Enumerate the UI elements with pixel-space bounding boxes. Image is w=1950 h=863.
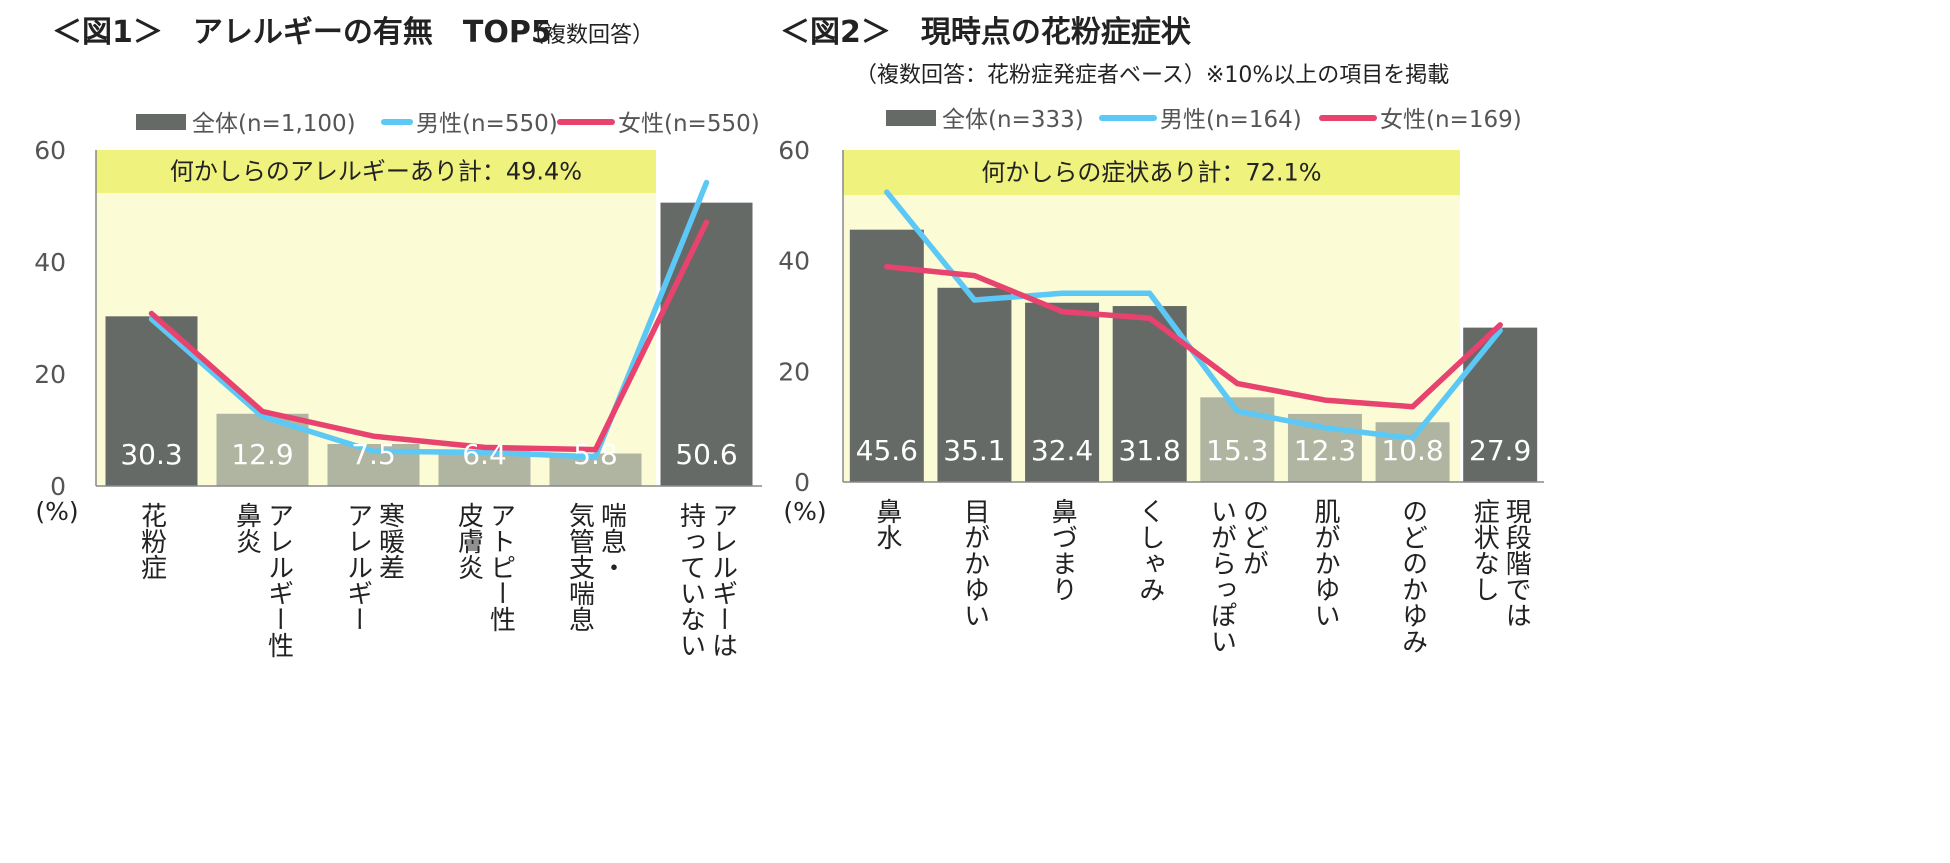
y-tick-label: 60 <box>778 136 810 165</box>
category-label-line: アレルギー <box>343 502 373 632</box>
legend-entry: 男性(n=164) <box>1160 107 1302 133</box>
bar-value-label: 6.4 <box>462 438 507 471</box>
legend-entry: 女性(n=169) <box>1380 107 1522 133</box>
chart-2: ＜図2＞ 現時点の花粉症症状 （複数回答：花粉症発症者ベース）※10%以上の項目を… <box>778 15 1544 654</box>
category-label-line: 皮膚炎 <box>454 502 484 580</box>
bar <box>1375 422 1450 482</box>
category-label-line: アトピー性 <box>486 502 516 632</box>
category-label-line: くしゃみ <box>1135 498 1165 602</box>
bar-value-label: 15.3 <box>1206 434 1268 467</box>
summary-banner-text: 何かしらの症状あり計：72.1% <box>981 159 1321 187</box>
category-label-line: いがらっぽい <box>1206 498 1236 654</box>
category-label-line: 花粉症 <box>137 502 167 580</box>
legend-entry: 全体(n=1,100) <box>192 111 356 137</box>
category-label: 花粉症 <box>137 502 167 580</box>
category-label-line: 気管支喘息 <box>565 502 595 632</box>
chart-subtitle: （複数回答：花粉症発症者ベース）※10%以上の項目を掲載 <box>855 63 1449 88</box>
category-label-line: 寒暖差 <box>375 502 405 580</box>
summary-banner-text: 何かしらのアレルギーあり計：49.4% <box>170 158 582 186</box>
category-label-line: 持っていない <box>676 502 706 658</box>
summary-banner <box>96 150 656 193</box>
y-tick-label: 20 <box>34 360 66 389</box>
category-label: 肌がかゆい <box>1310 498 1340 628</box>
summary-banner <box>843 150 1460 195</box>
y-tick-label: 0 <box>794 468 810 497</box>
bar-value-label: 27.9 <box>1469 434 1531 467</box>
legend-swatch-bar <box>886 110 936 126</box>
bar-value-label: 7.5 <box>351 438 396 471</box>
y-tick-label: 60 <box>34 136 66 165</box>
category-label: のどのかゆみ <box>1398 498 1428 654</box>
y-tick-label: 20 <box>778 357 810 386</box>
y-axis-unit: (%) <box>783 497 826 526</box>
bar-value-label: 12.3 <box>1294 434 1356 467</box>
bar-value-label: 35.1 <box>943 434 1005 467</box>
category-label: 喘息・気管支喘息 <box>565 502 627 632</box>
category-label-line: 鼻づまり <box>1047 498 1077 602</box>
bar-value-label: 50.6 <box>675 438 737 471</box>
bar <box>1463 327 1538 482</box>
bar-value-label: 10.8 <box>1381 434 1443 467</box>
category-label-line: のどが <box>1238 498 1268 576</box>
category-label-line: 鼻炎 <box>232 502 262 554</box>
bar-value-label: 5.8 <box>573 438 618 471</box>
category-label: 鼻水 <box>872 498 902 550</box>
category-label: くしゃみ <box>1135 498 1165 602</box>
legend-swatch-bar <box>136 114 186 130</box>
legend: 全体(n=333) 男性(n=164) 女性(n=169) <box>886 107 1522 133</box>
category-label-line: アレルギー性 <box>264 502 294 658</box>
category-label-line: のどのかゆみ <box>1398 498 1428 654</box>
category-label-line: 喘息・ <box>597 502 627 580</box>
bar <box>937 287 1012 482</box>
bar-value-label: 45.6 <box>856 434 918 467</box>
y-tick-label: 40 <box>778 247 810 276</box>
legend: 全体(n=1,100) 男性(n=550) 女性(n=550) <box>136 111 760 137</box>
series-line-women <box>148 219 710 453</box>
category-label-line: 鼻水 <box>872 498 902 550</box>
legend-entry: 女性(n=550) <box>618 111 760 137</box>
category-label-line: 目がかゆい <box>959 498 989 628</box>
bar-value-label: 32.4 <box>1031 434 1093 467</box>
bar-value-label: 31.8 <box>1119 434 1181 467</box>
category-label-line: 症状なし <box>1469 498 1499 602</box>
category-label-line: 現段階では <box>1501 498 1531 628</box>
legend-entry: 男性(n=550) <box>416 111 558 137</box>
chart-subtitle: （複数回答） <box>522 23 654 48</box>
y-axis-unit: (%) <box>35 497 78 526</box>
category-label-line: アレルギーは <box>708 502 738 658</box>
chart-title: ＜図1＞ アレルギーの有無 TOP5 <box>52 15 552 50</box>
chart-1: ＜図1＞ アレルギーの有無 TOP5（複数回答） 全体(n=1,100) 男性(n=… <box>34 15 762 658</box>
bar-value-label: 30.3 <box>120 438 182 471</box>
y-tick-label: 0 <box>50 472 66 501</box>
bar-value-label: 12.9 <box>231 438 293 471</box>
bar <box>1025 302 1100 482</box>
bar <box>660 202 753 486</box>
category-label: 目がかゆい <box>959 498 989 628</box>
category-label: 鼻づまり <box>1047 498 1077 602</box>
series-line-women <box>884 264 1503 410</box>
legend-entry: 全体(n=333) <box>942 107 1084 133</box>
y-tick-label: 40 <box>34 248 66 277</box>
chart-title: ＜図2＞ 現時点の花粉症症状 <box>780 15 1192 50</box>
category-label-line: 肌がかゆい <box>1310 498 1340 628</box>
